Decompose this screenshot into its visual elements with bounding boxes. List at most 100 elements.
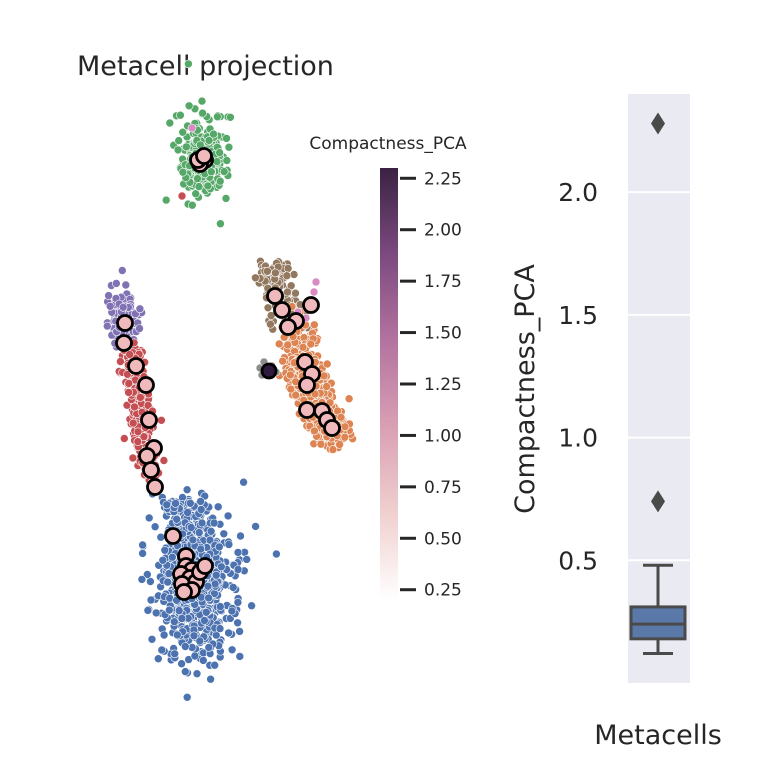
cell-point [322,382,331,391]
cell-point [239,477,248,487]
cell-point [311,277,321,287]
cell-point [199,656,208,665]
colorbar-tick-label: 0.50 [424,529,462,549]
cell-point [125,350,134,359]
cell-point [156,532,166,542]
cell-point [283,287,292,297]
cell-point [136,393,145,402]
cell-point [172,514,181,524]
cell-point [161,195,171,205]
metacell-point [175,583,193,601]
boxplot-outlier [651,112,665,135]
cell-point [215,624,225,633]
cell-point [205,535,215,545]
cell-point [226,113,235,122]
cell-point [227,645,237,655]
cell-point [233,548,243,557]
colorbar-tick-label: 1.00 [424,426,462,446]
cell-point [221,194,231,203]
cell-point [183,508,192,517]
colorbar-tick-label: 2.25 [424,169,462,189]
cell-point [309,320,319,330]
cell-point [204,643,214,652]
boxplot-grid [628,191,690,562]
colorbar-tick-label: 1.50 [424,324,462,344]
cell-point [177,614,187,623]
metacell-point [142,461,160,479]
cell-point [147,634,157,644]
cell-point [266,319,275,329]
cell-point [124,379,134,388]
cell-point [139,432,149,442]
metacell-point [196,557,214,575]
cell-point [194,528,204,537]
cell-point [263,266,272,276]
cell-point [224,628,233,638]
cell-point [202,607,211,617]
metacell-point [279,318,297,336]
metacell-points [115,147,341,601]
cell-point [133,437,143,446]
cell-point [203,581,213,591]
cell-point [309,287,319,297]
boxplot-xlabel: Metacells [594,720,722,751]
cell-point [206,674,215,684]
cell-point [154,654,163,664]
cell-point [224,540,234,549]
cell-point [204,136,214,145]
cell-point [128,418,138,428]
cell-point [157,645,167,655]
cell-point [188,200,197,210]
cell-point [121,280,131,290]
cell-point [178,167,188,177]
cell-point [158,555,168,565]
boxplot-ylabel: Compactness_PCA [510,264,541,514]
cell-point [198,108,207,118]
cell-point [181,667,190,676]
boxplot-y-tick-label: 1.5 [558,301,598,330]
cell-point [188,535,198,545]
cell-point [197,96,207,106]
cell-point [242,555,251,564]
cell-point [278,356,287,366]
cell-point [222,156,232,165]
cell-point [104,291,113,300]
cell-point [146,595,156,605]
metacell-point [298,376,316,394]
cell-point [211,570,221,580]
cell-point [215,148,224,157]
cell-point [103,321,112,331]
cell-point [282,271,292,281]
metacell-point [323,419,341,437]
cell-point [272,549,281,559]
cell-point [204,593,213,603]
cell-point [138,540,147,550]
cell-point [184,101,194,111]
cell-point [235,627,244,636]
cell-point [215,176,225,186]
cell-point [182,485,192,495]
cell-point [335,440,344,449]
metacell-point [127,357,145,375]
cell-point [124,388,133,397]
metacell-point [266,287,284,305]
cell-point [196,544,206,554]
cell-point [271,268,280,278]
metacell-point [302,296,320,314]
cell-point [286,281,296,291]
boxplot-outlier [651,490,665,513]
cell-point [217,562,226,572]
cell-point [283,264,293,273]
cell-point [194,182,204,191]
cell-point [289,270,299,279]
cell-point [328,445,338,454]
cell-point [310,426,319,436]
cell-point [233,598,243,607]
cell-point [251,522,260,531]
cell-point [182,692,192,702]
cell-point [159,456,169,465]
cell-point [165,605,174,615]
metacell-point [140,411,158,429]
colorbar-tick-label: 1.25 [424,375,462,395]
cell-point [105,301,115,311]
